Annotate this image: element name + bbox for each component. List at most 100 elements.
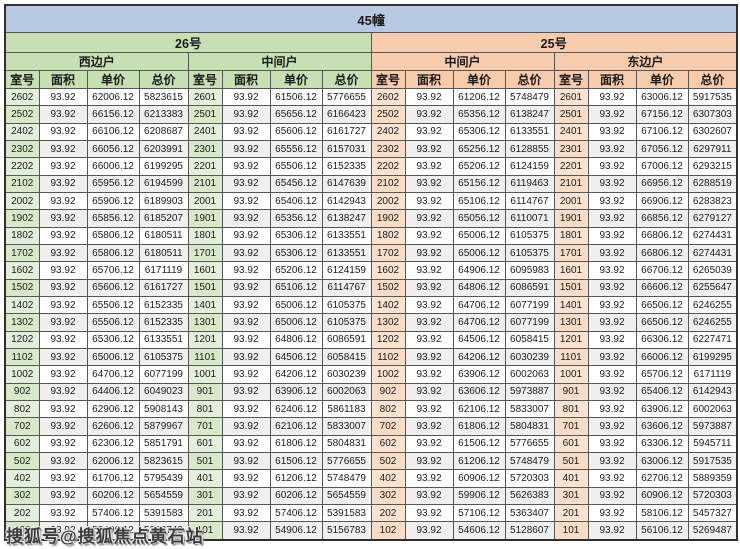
value-cell: 5973887 — [504, 382, 555, 401]
room-number-cell: 1601 — [187, 261, 223, 280]
value-cell: 65106.12 — [269, 278, 323, 297]
value-cell: 6002063 — [321, 382, 372, 401]
building-title: 45幢 — [4, 4, 738, 33]
value-cell: 63906.12 — [269, 382, 323, 401]
value-cell: 93.92 — [587, 105, 637, 124]
value-cell: 93.92 — [221, 191, 271, 211]
value-cell: 93.92 — [38, 434, 88, 453]
value-cell: 93.92 — [404, 122, 454, 141]
title-row: 45幢 — [4, 4, 738, 33]
room-number-cell: 2502 — [370, 105, 406, 124]
value-cell: 6189903 — [138, 191, 189, 211]
value-cell: 66156.12 — [86, 105, 140, 124]
value-cell: 65406.12 — [635, 382, 689, 401]
value-cell: 93.92 — [587, 87, 637, 107]
room-number-cell: 701 — [187, 417, 223, 436]
value-cell: 67006.12 — [635, 157, 689, 176]
value-cell: 5391583 — [321, 503, 372, 523]
value-cell: 93.92 — [38, 243, 88, 263]
table-row: 2502 93.92 66156.12 6213383 2501 93.92 65656.1… — [4, 105, 738, 124]
value-cell: 93.92 — [404, 382, 454, 401]
value-cell: 93.92 — [587, 399, 637, 419]
col-header-total-price: 总价 — [504, 70, 555, 89]
room-number-cell: 1902 — [370, 209, 406, 228]
value-cell: 93.92 — [587, 243, 637, 263]
value-cell: 93.92 — [404, 347, 454, 367]
value-cell: 93.92 — [38, 313, 88, 332]
col-header-room: 室号 — [4, 70, 40, 89]
value-cell: 6152335 — [321, 157, 372, 176]
value-cell: 93.92 — [404, 157, 454, 176]
value-cell: 65406.12 — [269, 191, 323, 211]
value-cell: 6105375 — [504, 243, 555, 263]
value-cell: 6152335 — [138, 313, 189, 332]
value-cell: 61706.12 — [86, 469, 140, 488]
room-number-cell: 1601 — [553, 261, 589, 280]
value-cell: 63906.12 — [635, 399, 689, 419]
value-cell: 93.92 — [404, 434, 454, 453]
room-number-cell: 1201 — [187, 330, 223, 349]
value-cell: 93.92 — [404, 503, 454, 523]
room-number-cell: 1101 — [553, 347, 589, 367]
table-row: 102 93.92 55406.12 5203743 101 93.92 54906.12 5… — [4, 521, 738, 541]
value-cell: 65806.12 — [86, 243, 140, 263]
value-cell: 93.92 — [221, 347, 271, 367]
value-cell: 5776655 — [504, 434, 555, 453]
value-cell: 93.92 — [587, 451, 637, 471]
subsection-middle-26: 中间户 — [187, 52, 372, 71]
value-cell: 57406.12 — [86, 503, 140, 523]
value-cell: 65906.12 — [86, 191, 140, 211]
room-number-cell: 201 — [553, 503, 589, 523]
room-number-cell: 1801 — [187, 226, 223, 245]
value-cell: 5823615 — [138, 87, 189, 107]
value-cell: 61806.12 — [452, 417, 506, 436]
value-cell: 5851791 — [138, 434, 189, 453]
table-row: 402 93.92 61706.12 5795439 401 93.92 61206.12 5… — [4, 469, 738, 488]
value-cell: 65656.12 — [269, 105, 323, 124]
table-row: 1502 93.92 65606.12 6161727 1501 93.92 65106.1… — [4, 278, 738, 297]
room-number-cell: 1301 — [553, 313, 589, 332]
value-cell: 6086591 — [321, 330, 372, 349]
room-number-cell: 801 — [187, 399, 223, 419]
room-number-cell: 102 — [4, 521, 40, 541]
value-cell: 64206.12 — [452, 347, 506, 367]
room-number-cell: 601 — [553, 434, 589, 453]
col-header-room: 室号 — [553, 70, 589, 89]
value-cell: 5908143 — [138, 399, 189, 419]
value-cell: 6002063 — [687, 399, 738, 419]
table-row: 1702 93.92 65806.12 6180511 1701 93.92 65306.1… — [4, 243, 738, 263]
value-cell: 65356.12 — [269, 209, 323, 228]
table-row: 302 93.92 60206.12 5654559 301 93.92 60206.12 5… — [4, 486, 738, 505]
value-cell: 93.92 — [221, 174, 271, 193]
value-cell: 93.92 — [38, 122, 88, 141]
value-cell: 62706.12 — [635, 469, 689, 488]
value-cell: 6105375 — [138, 347, 189, 367]
value-cell: 65856.12 — [86, 209, 140, 228]
room-number-cell: 2001 — [187, 191, 223, 211]
value-cell: 65506.12 — [269, 157, 323, 176]
room-number-cell: 2402 — [4, 122, 40, 141]
room-number-cell: 2202 — [370, 157, 406, 176]
room-number-cell: 2301 — [553, 139, 589, 159]
value-cell: 93.92 — [404, 209, 454, 228]
value-cell: 93.92 — [587, 122, 637, 141]
value-cell: 5917535 — [687, 87, 738, 107]
value-cell: 6180511 — [138, 243, 189, 263]
value-cell: 6030239 — [504, 347, 555, 367]
room-number-cell: 1502 — [370, 278, 406, 297]
value-cell: 6203991 — [138, 139, 189, 159]
room-number-cell: 2601 — [553, 87, 589, 107]
value-cell: 65606.12 — [86, 278, 140, 297]
value-cell: 6077199 — [504, 313, 555, 332]
table-row: 1002 93.92 64706.12 6077199 1001 93.92 64206.1… — [4, 365, 738, 384]
value-cell: 62906.12 — [86, 399, 140, 419]
value-cell: 62006.12 — [86, 87, 140, 107]
value-cell: 93.92 — [221, 503, 271, 523]
value-cell: 93.92 — [38, 191, 88, 211]
value-cell: 5861183 — [321, 399, 372, 419]
value-cell: 54606.12 — [452, 521, 506, 541]
value-cell: 62106.12 — [269, 417, 323, 436]
value-cell: 55406.12 — [86, 521, 140, 541]
room-number-cell: 2301 — [187, 139, 223, 159]
value-cell: 6194599 — [138, 174, 189, 193]
